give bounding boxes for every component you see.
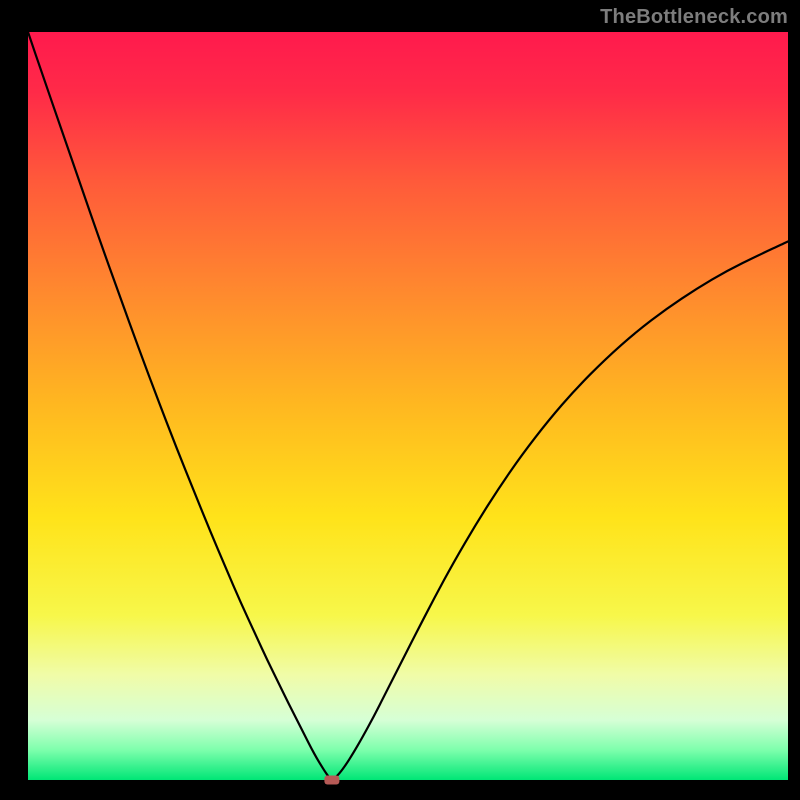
watermark-text: TheBottleneck.com bbox=[600, 6, 788, 29]
plot-area bbox=[28, 32, 788, 780]
bottleneck-curve bbox=[28, 32, 788, 780]
curve-layer bbox=[28, 32, 788, 780]
chart-container: TheBottleneck.com bbox=[0, 0, 800, 800]
minimum-marker bbox=[324, 776, 339, 785]
